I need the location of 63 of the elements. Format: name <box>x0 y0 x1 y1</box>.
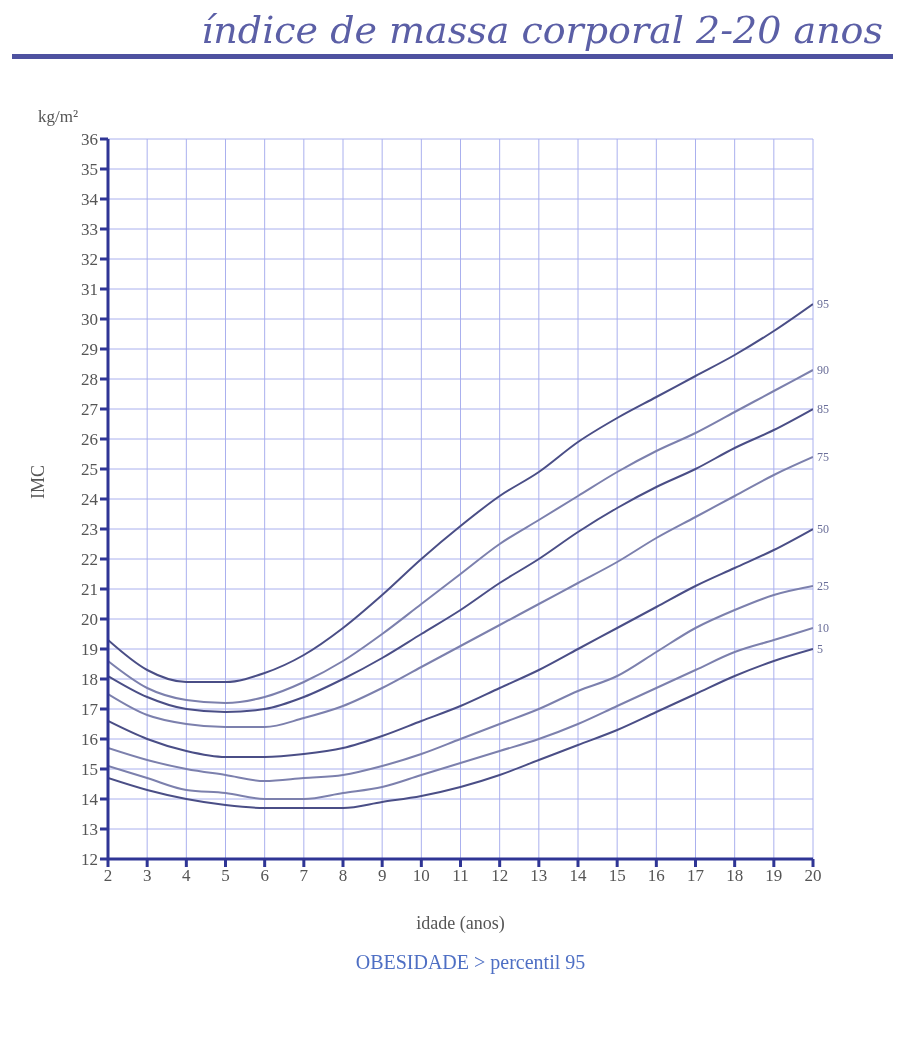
text: kg/m² <box>38 107 79 127</box>
line-series <box>108 585 813 782</box>
x-tick-label: 7 <box>299 866 309 886</box>
series-label: 95 <box>817 297 829 311</box>
series-label: 5 <box>817 642 823 656</box>
y-tick-label: 18 <box>81 670 98 690</box>
x-tick-label: 3 <box>142 866 152 886</box>
x-tick-label: 17 <box>687 866 705 886</box>
y-tick-label: 14 <box>81 790 99 810</box>
y-tick-label: 13 <box>81 820 98 840</box>
y-tick-label: 25 <box>81 460 98 480</box>
line-series <box>108 303 813 683</box>
chart-title: índice de massa corporal 2-20 anos <box>200 8 884 52</box>
y-tick-label: 26 <box>81 430 98 450</box>
y-tick-label: 22 <box>81 550 98 570</box>
x-tick-label: 16 <box>647 866 665 886</box>
y-tick-label: 17 <box>81 700 99 720</box>
x-tick-label: 20 <box>804 866 822 886</box>
x-tick-label: 8 <box>338 866 348 886</box>
y-tick-label: 19 <box>81 640 98 660</box>
x-tick-label: 13 <box>530 866 548 886</box>
line-series <box>108 648 813 809</box>
series-label: 10 <box>817 621 829 635</box>
y-tick-label: 30 <box>81 310 98 330</box>
y-tick-label: 27 <box>81 400 99 420</box>
x-tick-label: 2 <box>103 866 113 886</box>
y-tick-label: 23 <box>81 520 98 540</box>
y-tick-label: 12 <box>81 850 98 870</box>
y-tick-label: 15 <box>81 760 98 780</box>
x-tick-label: 4 <box>182 866 192 886</box>
y-tick-label: 24 <box>81 490 99 510</box>
y-tick-label: 32 <box>81 250 98 270</box>
y-tick-label: 36 <box>81 130 98 150</box>
series-label: 75 <box>817 450 829 464</box>
y-tick-label: 21 <box>81 580 98 600</box>
x-tick-label: 10 <box>412 866 430 886</box>
y-tick-label: 29 <box>81 340 98 360</box>
series-label: 90 <box>817 363 829 377</box>
line-series <box>108 456 813 728</box>
y-tick-label: 20 <box>81 610 98 630</box>
y-tick-label: 33 <box>81 220 98 240</box>
series-label: 25 <box>817 579 829 593</box>
x-tick-label: 14 <box>569 866 587 886</box>
line-series <box>108 528 813 758</box>
x-tick-label: 5 <box>221 866 230 886</box>
y-axis-title: IMC <box>28 464 49 499</box>
x-tick-label: 15 <box>608 866 626 886</box>
series-label: 85 <box>817 402 829 416</box>
line-series <box>108 627 813 800</box>
x-tick-label: 18 <box>726 866 744 886</box>
y-tick-label: 35 <box>81 160 98 180</box>
x-tick-label: 9 <box>377 866 387 886</box>
x-tick-label: 12 <box>491 866 509 886</box>
y-tick-label: 16 <box>81 730 98 750</box>
y-tick-label: 34 <box>81 190 99 210</box>
x-axis-title: idade (anos) <box>416 913 505 934</box>
x-tick-label: 11 <box>452 866 469 886</box>
x-tick-label: 19 <box>765 866 783 886</box>
y-tick-label: 28 <box>81 370 98 390</box>
series-label: 50 <box>817 522 829 536</box>
text: OBESIDADE > percentil 95 <box>354 951 587 974</box>
y-tick-label: 31 <box>81 280 98 300</box>
x-tick-label: 6 <box>260 866 269 886</box>
